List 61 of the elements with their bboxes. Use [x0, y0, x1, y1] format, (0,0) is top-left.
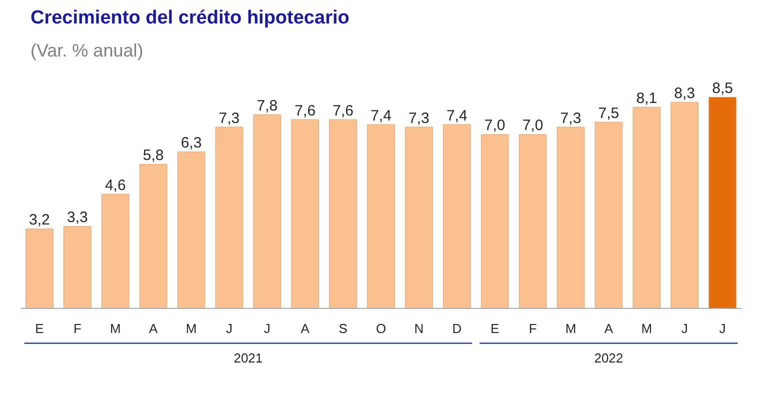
x-tick-label: M	[110, 320, 121, 336]
chart-subtitle: (Var. % anual)	[30, 40, 144, 60]
x-tick-label: D	[452, 320, 462, 336]
data-label: 8,1	[636, 90, 658, 107]
bar	[670, 102, 698, 309]
bar	[215, 126, 244, 309]
bar	[64, 226, 92, 309]
x-tick-label: M	[641, 320, 652, 336]
bar	[442, 124, 471, 309]
x-tick-label: A	[148, 320, 158, 336]
bar	[708, 96, 736, 309]
bar	[26, 228, 54, 309]
data-label: 5,8	[142, 147, 164, 164]
x-tick-label: A	[300, 320, 310, 336]
bar	[594, 122, 623, 309]
text: 2021	[234, 350, 263, 366]
x-tick-label: A	[604, 320, 614, 336]
x-tick-label: O	[376, 320, 386, 336]
data-label: 3,2	[29, 212, 50, 229]
bar	[291, 119, 320, 309]
x-tick-label: N	[414, 320, 424, 336]
bar	[556, 126, 585, 309]
bar	[480, 134, 509, 309]
x-tick-label: J	[719, 320, 726, 336]
x-tick-label: M	[565, 320, 576, 336]
data-label: 8,3	[674, 84, 696, 102]
data-label: 6,3	[180, 134, 202, 152]
data-label: 7,0	[484, 117, 506, 134]
x-tick-label: J	[681, 320, 688, 336]
x-tick-label: J	[264, 320, 270, 336]
data-label: 7,6	[294, 102, 316, 120]
data-label: 7,4	[370, 107, 392, 124]
bar	[139, 164, 168, 309]
text: 2022	[594, 350, 624, 366]
data-label: 7,5	[598, 104, 620, 122]
data-label: 4,6	[104, 176, 126, 194]
x-tick-label: E	[490, 320, 500, 336]
bar	[329, 119, 357, 309]
x-tick-label: J	[226, 320, 232, 336]
bar	[253, 114, 282, 309]
chart-title: Crecimiento del crédito hipotecario	[30, 8, 350, 28]
data-label: 7,6	[332, 102, 354, 120]
data-label: 3,3	[66, 209, 88, 226]
data-label: 7,3	[560, 110, 582, 127]
x-tick-label: M	[186, 320, 197, 336]
data-label: 7,4	[446, 107, 468, 124]
x-tick-label: E	[35, 320, 44, 336]
x-tick-label: S	[338, 320, 348, 336]
bar	[177, 152, 206, 309]
x-tick-label: F	[73, 320, 82, 336]
x-tick-label: F	[528, 320, 537, 336]
bar	[101, 194, 130, 309]
bar	[367, 124, 395, 309]
data-label: 7,8	[256, 97, 278, 114]
bar	[518, 134, 547, 309]
bar	[632, 106, 661, 309]
data-label: 8,5	[712, 80, 733, 97]
data-label: 7,0	[522, 117, 544, 134]
data-label: 7,3	[218, 110, 240, 127]
data-label: 7,3	[408, 110, 430, 127]
bar	[405, 126, 433, 309]
